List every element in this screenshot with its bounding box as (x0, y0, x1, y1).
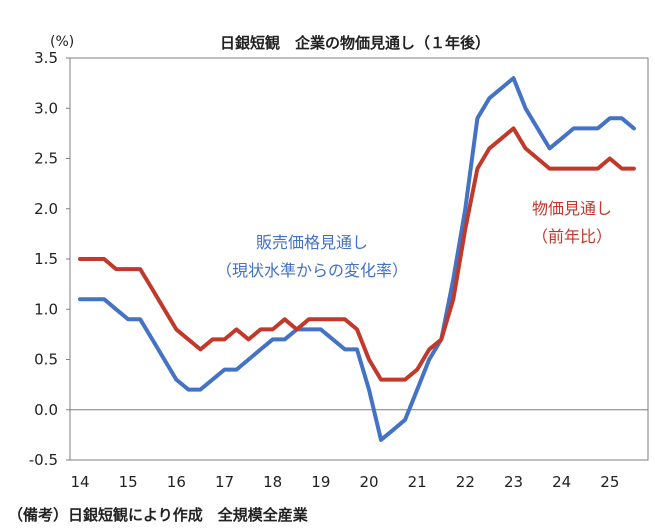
annotation-price-outlook-line2: （前年比） (532, 227, 612, 246)
x-tick-label: 23 (504, 473, 523, 491)
y-tick-label: 0.5 (34, 351, 58, 369)
chart-title: 日銀短観 企業の物価見通し（１年後） (220, 34, 490, 52)
y-axis: 3.5 3.0 2.5 2.0 1.5 1.0 0.5 0.0 -0.5 (29, 49, 70, 469)
x-tick-label: 24 (552, 473, 571, 491)
plot-frame (69, 57, 649, 461)
y-tick-label: -0.5 (29, 451, 58, 469)
x-tick-label: 17 (215, 473, 234, 491)
series-line-price-outlook (78, 126, 636, 382)
x-tick-label: 19 (311, 473, 330, 491)
series-group (78, 76, 636, 442)
y-tick-label: 3.5 (34, 49, 58, 67)
y-tick-label: 0.0 (34, 401, 58, 419)
x-tick-label: 16 (167, 473, 186, 491)
x-tick-label: 20 (359, 473, 378, 491)
x-tick-label: 25 (600, 473, 619, 491)
y-tick-label: 2.0 (34, 200, 58, 218)
y-tick-label: 3.0 (34, 99, 58, 117)
y-tick-label: 2.5 (34, 150, 58, 168)
unit-label: (%) (50, 34, 74, 50)
y-tick-label: 1.5 (34, 250, 58, 268)
annotation-price-outlook-line1: 物価見通し (532, 199, 612, 218)
x-tick-label: 18 (263, 473, 282, 491)
annotation-sales-price-line1: 販売価格見通し (256, 233, 368, 252)
annotation-sales-price-line2: （現状水準からの変化率） (216, 261, 408, 280)
footnote: （備考）日銀短観により作成 全規模全産業 (8, 506, 309, 524)
x-tick-label: 15 (119, 473, 138, 491)
x-tick-label: 22 (456, 473, 475, 491)
x-tick-label: 14 (70, 473, 89, 491)
x-tick-label: 21 (408, 473, 427, 491)
series-line-sales-price (78, 76, 636, 442)
x-axis: 14 15 16 17 18 19 20 21 22 23 24 25 (70, 473, 619, 491)
y-tick-label: 1.0 (34, 300, 58, 318)
